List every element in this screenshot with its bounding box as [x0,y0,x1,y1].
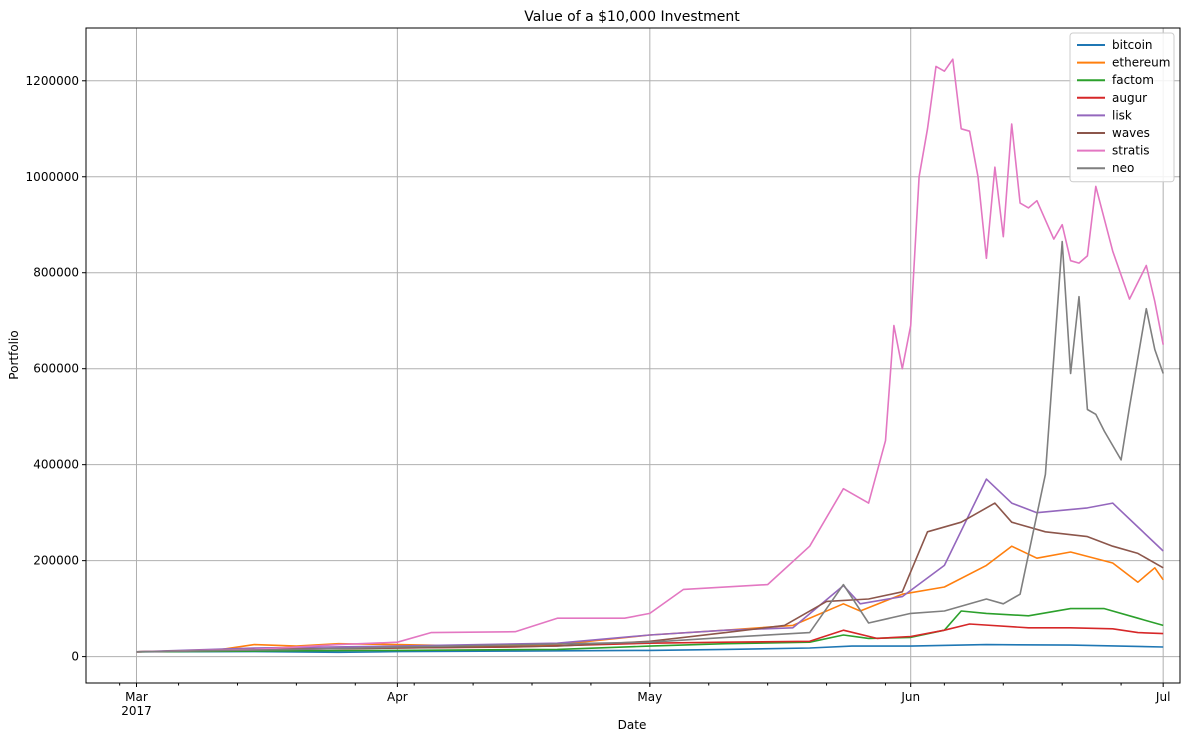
y-axis-label: Portfolio [7,330,21,379]
legend-label-augur: augur [1112,91,1147,105]
y-axis-ticks: 0 200000 400000 600000 800000 1000000 1200000 [26,74,86,664]
x-tick-label: Apr [387,690,408,704]
x-tick-label: Jul [1155,690,1170,704]
legend-label-stratis: stratis [1112,144,1150,158]
legend: bitcoin ethereum factom augur lisk waves strat… [1069,32,1175,183]
series-line-bitcoin [136,643,1164,654]
legend-label-lisk: lisk [1112,108,1132,122]
y-tick-label: 1000000 [26,170,79,184]
x-tick-sublabel: 2017 [121,704,152,718]
legend-box [1069,32,1175,183]
series-lines [136,58,1164,654]
series-line-stratis [136,58,1164,653]
series-line-ethereum [136,545,1164,653]
plot-background [86,28,1180,683]
x-tick-label: Jun [900,690,920,704]
y-tick-label: 600000 [33,362,79,376]
legend-label-neo: neo [1112,161,1134,175]
y-tick-label: 0 [71,650,79,664]
y-tick-label: 1200000 [26,74,79,88]
plot-area [86,28,1180,683]
y-tick-label: 400000 [33,458,79,472]
x-axis-label: Date [618,718,647,732]
chart-title: Value of a $10,000 Investment [524,9,740,25]
y-tick-label: 200000 [33,554,79,568]
x-tick-label: Mar [125,690,148,704]
legend-label-ethereum: ethereum [1112,56,1170,70]
plot-frame [85,27,1181,684]
series-line-neo [136,240,1164,653]
x-tick-label: May [637,690,662,704]
series-line-waves [136,502,1164,653]
legend-label-bitcoin: bitcoin [1112,38,1153,52]
legend-label-waves: waves [1112,126,1150,140]
legend-label-factom: factom [1112,73,1154,87]
y-tick-label: 800000 [33,266,79,280]
